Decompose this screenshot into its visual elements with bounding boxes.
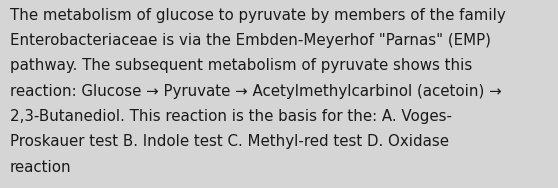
Text: Enterobacteriaceae is via the Embden-Meyerhof "Parnas" (EMP): Enterobacteriaceae is via the Embden-Mey…: [10, 33, 491, 48]
Text: pathway. The subsequent metabolism of pyruvate shows this: pathway. The subsequent metabolism of py…: [10, 58, 472, 73]
Text: reaction: reaction: [10, 160, 71, 175]
Text: reaction: Glucose → Pyruvate → Acetylmethylcarbinol (acetoin) →: reaction: Glucose → Pyruvate → Acetylmet…: [10, 84, 502, 99]
Text: Proskauer test B. Indole test C. Methyl-red test D. Oxidase: Proskauer test B. Indole test C. Methyl-…: [10, 134, 449, 149]
Text: The metabolism of glucose to pyruvate by members of the family: The metabolism of glucose to pyruvate by…: [10, 8, 506, 23]
Text: 2,3-Butanediol. This reaction is the basis for the: A. Voges-: 2,3-Butanediol. This reaction is the bas…: [10, 109, 452, 124]
